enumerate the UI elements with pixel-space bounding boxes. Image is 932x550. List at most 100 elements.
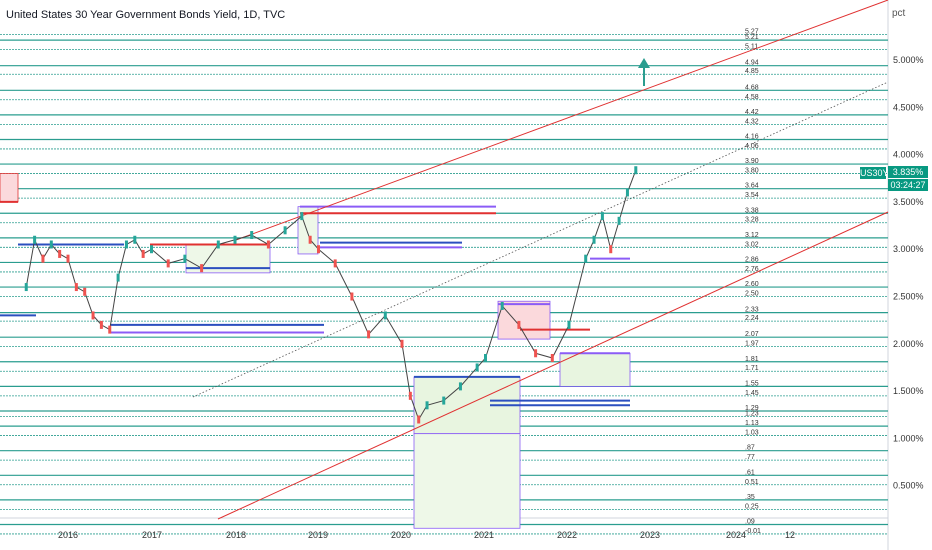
x-tick-label: 2021	[474, 530, 494, 540]
level-label: 2.60	[745, 281, 759, 288]
candle	[216, 240, 220, 249]
candle	[600, 212, 604, 221]
candle	[484, 354, 487, 362]
level-label: 2.33	[745, 307, 759, 314]
candle	[634, 166, 638, 175]
candle	[49, 240, 53, 249]
level-label: 5.11	[745, 44, 758, 51]
x-tick-label: 2022	[557, 530, 577, 540]
x-tick-label: 2024	[726, 530, 746, 540]
candle	[133, 235, 137, 244]
y-tick-label: 0.500%	[893, 481, 924, 491]
candle	[108, 325, 112, 334]
candle	[83, 287, 87, 296]
y-tick-label: 2.000%	[893, 339, 924, 349]
level-label: 2.24	[745, 315, 759, 322]
candle	[33, 235, 37, 244]
candle	[383, 311, 387, 320]
level-label: 5.21	[745, 34, 759, 41]
level-label: 1.55	[745, 380, 759, 387]
candle	[266, 240, 270, 249]
level-label: 2.50	[745, 291, 759, 298]
level-label: 2.07	[745, 331, 759, 338]
candle	[517, 320, 521, 329]
y-tick-label: 1.500%	[893, 386, 924, 396]
price-badge: 3.835%	[888, 166, 928, 178]
candle	[91, 311, 95, 320]
candle	[124, 240, 128, 249]
level-label: 3.80	[745, 168, 759, 175]
level-label: .87	[745, 445, 755, 452]
candle	[66, 254, 70, 263]
level-label: 0.25	[745, 503, 759, 510]
candle	[41, 254, 45, 263]
candle	[166, 259, 170, 268]
candle	[24, 283, 28, 292]
level-label: .77	[745, 454, 755, 461]
candle	[150, 245, 153, 254]
level-label: 4.85	[745, 68, 759, 75]
level-label: 5.27	[745, 28, 759, 35]
y-tick-label: 4.000%	[893, 150, 924, 160]
y-tick-label: 4.500%	[893, 102, 924, 112]
level-label: 1.03	[745, 430, 759, 437]
candle	[625, 188, 629, 197]
y-tick-label: 5.000%	[893, 55, 924, 65]
level-label: 1.13	[745, 420, 759, 427]
candle	[609, 245, 613, 254]
x-tick-label: 12	[785, 530, 795, 540]
candle	[534, 349, 538, 358]
level-label: 4.16	[745, 133, 759, 140]
y-tick-label: 2.500%	[893, 292, 924, 302]
candle	[350, 292, 354, 301]
candle	[183, 254, 187, 263]
axis-unit: pct	[892, 8, 906, 19]
level-label: .35	[745, 494, 755, 501]
candle	[74, 283, 78, 292]
level-label: 3.54	[745, 192, 759, 199]
level-label: 2.76	[745, 266, 759, 273]
x-tick-label: 2016	[58, 530, 78, 540]
level-label: 3.02	[745, 241, 759, 248]
level-label: 4.06	[745, 143, 759, 150]
level-label: .09	[745, 518, 755, 525]
chart-title: United States 30 Year Government Bonds Y…	[6, 9, 286, 21]
level-label: -0.01	[745, 528, 761, 535]
level-label: 1.81	[745, 356, 759, 363]
candle	[233, 235, 237, 244]
level-label: 1.71	[745, 365, 759, 372]
symbol-badge: US30Y	[860, 167, 889, 179]
candle	[300, 212, 304, 221]
candle	[617, 216, 621, 225]
level-label: 3.64	[745, 183, 759, 190]
candle	[550, 354, 554, 362]
zone-box	[0, 173, 19, 203]
y-tick-label: 3.500%	[893, 197, 924, 207]
candle	[425, 401, 429, 410]
candle	[408, 391, 412, 400]
candle	[99, 320, 103, 329]
x-tick-label: 2017	[142, 530, 162, 540]
level-label: 0.51	[745, 479, 759, 486]
candle	[58, 249, 62, 258]
candle	[116, 273, 120, 282]
candle	[592, 235, 596, 244]
x-tick-label: 2023	[640, 530, 660, 540]
level-label: 1.97	[745, 341, 759, 348]
candle	[367, 330, 371, 339]
x-tick-label: 2018	[226, 530, 246, 540]
candle	[475, 363, 479, 372]
level-label: 3.90	[745, 158, 759, 165]
candle	[250, 231, 254, 240]
candle	[442, 396, 446, 405]
level-label: 1.23	[745, 411, 759, 418]
candle	[584, 254, 588, 263]
candle	[333, 259, 337, 268]
y-tick-label: 3.000%	[893, 244, 924, 254]
y-tick-label: 1.000%	[893, 433, 924, 443]
level-label: 3.28	[745, 217, 759, 224]
level-label: 4.68	[745, 84, 759, 91]
level-label: 3.12	[745, 232, 759, 239]
zone-box	[559, 352, 631, 387]
